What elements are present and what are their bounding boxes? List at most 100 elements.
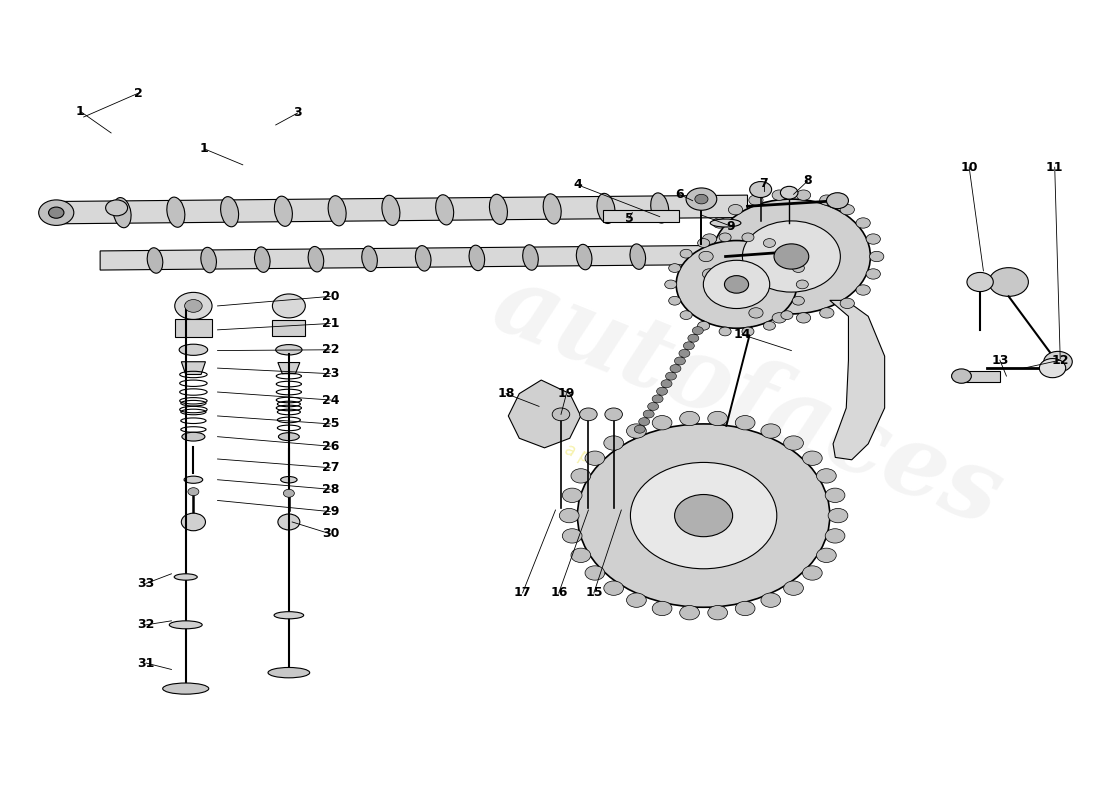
- Circle shape: [652, 602, 672, 616]
- Circle shape: [630, 462, 777, 569]
- Text: 14: 14: [734, 328, 751, 341]
- Circle shape: [763, 238, 776, 247]
- Circle shape: [719, 233, 732, 242]
- Circle shape: [713, 285, 727, 295]
- Circle shape: [697, 238, 710, 247]
- Circle shape: [719, 327, 732, 336]
- Ellipse shape: [179, 344, 208, 355]
- Circle shape: [792, 296, 804, 305]
- Ellipse shape: [711, 219, 741, 227]
- Text: 7: 7: [760, 177, 768, 190]
- Circle shape: [820, 308, 834, 318]
- Circle shape: [185, 299, 202, 312]
- Circle shape: [703, 234, 717, 244]
- Circle shape: [106, 200, 128, 216]
- Circle shape: [680, 250, 692, 258]
- Circle shape: [695, 194, 708, 204]
- Circle shape: [679, 350, 690, 358]
- Circle shape: [585, 566, 605, 580]
- Text: 17: 17: [514, 586, 531, 599]
- Circle shape: [866, 269, 880, 279]
- Circle shape: [639, 418, 650, 426]
- Circle shape: [750, 182, 771, 198]
- Polygon shape: [508, 380, 581, 448]
- Circle shape: [703, 260, 770, 309]
- Circle shape: [578, 424, 829, 607]
- Text: 25: 25: [322, 418, 339, 430]
- Circle shape: [780, 186, 798, 199]
- Circle shape: [674, 494, 733, 537]
- Circle shape: [728, 205, 743, 215]
- Circle shape: [188, 488, 199, 496]
- Bar: [958, 370, 1000, 382]
- Circle shape: [856, 285, 870, 295]
- Polygon shape: [100, 246, 726, 270]
- Circle shape: [772, 313, 786, 323]
- Circle shape: [666, 372, 676, 380]
- Circle shape: [772, 190, 786, 200]
- Text: 3: 3: [294, 106, 302, 119]
- Ellipse shape: [543, 194, 561, 224]
- Text: 12: 12: [1052, 354, 1069, 366]
- Circle shape: [820, 195, 834, 206]
- Ellipse shape: [522, 245, 538, 270]
- Circle shape: [585, 451, 605, 466]
- Circle shape: [560, 509, 579, 522]
- Text: 32: 32: [138, 618, 155, 631]
- Circle shape: [571, 548, 591, 562]
- Polygon shape: [182, 362, 206, 374]
- Circle shape: [680, 606, 700, 620]
- Ellipse shape: [278, 433, 299, 441]
- Circle shape: [826, 193, 848, 209]
- Circle shape: [652, 415, 672, 430]
- Text: 19: 19: [558, 387, 575, 400]
- Polygon shape: [829, 300, 884, 460]
- Ellipse shape: [280, 477, 297, 483]
- Circle shape: [635, 426, 646, 433]
- Circle shape: [796, 280, 808, 289]
- Circle shape: [278, 514, 300, 530]
- Polygon shape: [56, 195, 748, 224]
- Ellipse shape: [436, 194, 453, 225]
- Ellipse shape: [184, 476, 202, 483]
- Ellipse shape: [167, 197, 185, 227]
- Circle shape: [783, 436, 803, 450]
- Circle shape: [1044, 351, 1072, 372]
- Circle shape: [989, 268, 1028, 296]
- Circle shape: [698, 251, 713, 262]
- Text: 9: 9: [727, 220, 736, 233]
- Circle shape: [627, 424, 647, 438]
- Circle shape: [661, 380, 672, 388]
- Circle shape: [763, 322, 776, 330]
- Circle shape: [866, 234, 880, 244]
- Circle shape: [686, 188, 717, 210]
- Ellipse shape: [147, 248, 163, 274]
- Circle shape: [725, 276, 749, 293]
- Polygon shape: [278, 362, 300, 374]
- Circle shape: [781, 310, 793, 319]
- Circle shape: [774, 244, 808, 269]
- Circle shape: [816, 548, 836, 562]
- Circle shape: [580, 408, 597, 421]
- Ellipse shape: [174, 574, 197, 580]
- Text: 8: 8: [803, 174, 812, 187]
- Circle shape: [741, 233, 754, 242]
- Circle shape: [840, 205, 855, 215]
- Text: 31: 31: [138, 657, 155, 670]
- Circle shape: [741, 327, 754, 336]
- Text: 11: 11: [1046, 161, 1064, 174]
- Bar: [273, 320, 306, 336]
- Circle shape: [742, 221, 840, 292]
- Circle shape: [796, 313, 811, 323]
- Ellipse shape: [113, 198, 131, 228]
- Text: 26: 26: [322, 440, 339, 453]
- Circle shape: [273, 294, 306, 318]
- Ellipse shape: [274, 612, 304, 619]
- Circle shape: [688, 334, 698, 342]
- Circle shape: [697, 322, 710, 330]
- Circle shape: [967, 273, 993, 291]
- Text: 18: 18: [497, 387, 515, 400]
- Circle shape: [48, 207, 64, 218]
- Circle shape: [182, 514, 206, 530]
- Circle shape: [828, 509, 848, 522]
